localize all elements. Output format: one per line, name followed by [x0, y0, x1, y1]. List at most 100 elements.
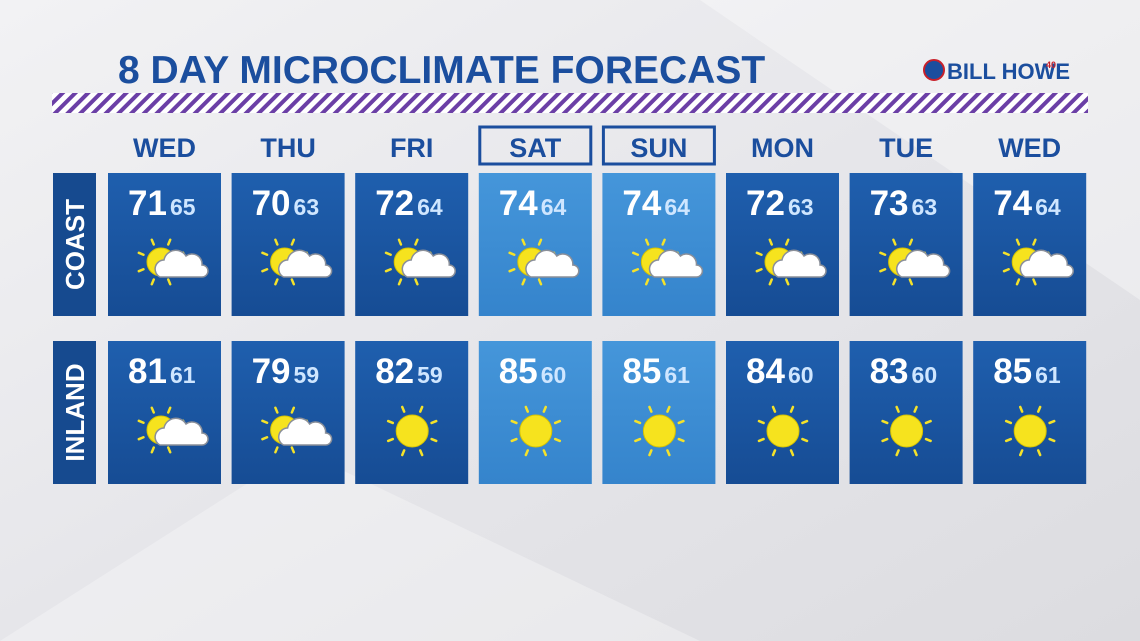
forecast-cell: [602, 173, 716, 316]
sun-ray: [785, 238, 790, 246]
low-temp: 60: [541, 362, 567, 388]
region-label-box: [53, 341, 96, 484]
sun-ray: [542, 405, 547, 413]
sun-ray: [768, 238, 773, 246]
sponsor-logo: [923, 59, 945, 81]
sun-ray: [1036, 405, 1042, 413]
sun-ray: [401, 449, 406, 457]
weather-icon: [508, 238, 580, 286]
sun-ray: [892, 278, 897, 286]
sun-ray: [290, 238, 296, 246]
sun-ray: [510, 437, 518, 443]
sun-ray: [290, 406, 296, 414]
low-temp: 64: [1035, 194, 1061, 220]
sun-ray: [1048, 419, 1056, 425]
forecast-cell: [108, 341, 221, 484]
sun-ray: [895, 449, 900, 457]
divider-stripe: [52, 93, 1088, 113]
sun-ray: [510, 419, 518, 425]
sun-ray: [524, 449, 530, 457]
sun-ray: [137, 419, 145, 424]
sun-ray: [908, 278, 914, 286]
cloud: [154, 417, 209, 446]
day-label: TUE: [879, 133, 933, 163]
high-temp: 72: [375, 184, 414, 223]
high-temp: 82: [375, 352, 414, 391]
sun-ray: [1036, 449, 1042, 457]
sun: [395, 414, 429, 448]
sun-ray: [384, 251, 392, 256]
sun-ray: [274, 238, 279, 246]
forecast-cell: [478, 173, 592, 316]
sun-ray: [414, 238, 419, 246]
low-temp: 63: [788, 194, 814, 220]
weather-icon: [755, 238, 827, 286]
sun-ray: [137, 268, 145, 273]
cloud: [1019, 249, 1074, 278]
sun-ray: [648, 449, 653, 457]
sun-ray: [508, 251, 516, 256]
sun-ray: [521, 238, 526, 246]
sun-ray: [418, 449, 424, 457]
day-highlight-box: [478, 125, 593, 166]
sun-ray: [137, 251, 145, 256]
sun-ray: [879, 251, 887, 256]
sun-ray: [661, 238, 666, 246]
high-temp: 84: [746, 352, 785, 391]
day-label: SAT: [509, 133, 562, 163]
sun-ray: [755, 251, 763, 256]
weather-icon: [634, 405, 685, 457]
sun-ray: [631, 268, 640, 273]
forecast-cell: [726, 341, 839, 484]
sun-ray: [1032, 278, 1037, 286]
weather-icon: [879, 238, 951, 286]
weather-icon: [261, 238, 333, 286]
sun-ray: [167, 238, 172, 246]
sun-ray: [167, 446, 172, 454]
sun-ray: [789, 449, 795, 457]
high-temp: 81: [128, 352, 167, 391]
sun-ray: [771, 405, 777, 413]
sun-ray: [414, 278, 419, 286]
sun-ray: [785, 278, 790, 286]
forecast-cell: [726, 173, 839, 316]
forecast-cell: [602, 341, 716, 484]
sun-ray: [167, 278, 172, 286]
sun-ray: [397, 238, 403, 246]
low-temp: 60: [788, 362, 814, 388]
cloud: [277, 249, 333, 278]
sun-ray: [430, 437, 438, 443]
sun-ray: [644, 238, 650, 246]
sun-ray: [755, 268, 763, 273]
sponsor-badge: 40: [1046, 60, 1056, 70]
sun: [1013, 414, 1047, 448]
cloud: [401, 249, 456, 278]
cloud: [277, 417, 333, 446]
sun-ray: [150, 446, 155, 454]
high-temp: 73: [870, 184, 909, 223]
high-temp: 72: [746, 184, 785, 223]
low-temp: 60: [912, 362, 938, 388]
sun-ray: [386, 419, 395, 425]
sun-ray: [261, 436, 269, 441]
forecast-cell: [973, 341, 1087, 484]
sun-ray: [924, 437, 932, 443]
forecast-cell: [231, 173, 345, 316]
sun-ray: [1032, 238, 1037, 246]
low-temp: 65: [170, 194, 196, 220]
sun-ray: [757, 419, 765, 425]
low-temp: 64: [417, 194, 443, 220]
sun-ray: [771, 449, 777, 457]
sun-ray: [666, 405, 671, 413]
sun-ray: [418, 405, 424, 413]
high-temp: 83: [870, 352, 909, 391]
high-temp: 85: [622, 352, 661, 391]
low-temp: 64: [664, 194, 690, 220]
weather-icon: [1004, 405, 1056, 457]
sun-ray: [1019, 449, 1024, 457]
high-temp: 74: [622, 184, 661, 223]
forecast-cell: [108, 173, 221, 316]
high-temp: 85: [499, 352, 538, 391]
forecast-cell: [478, 341, 592, 484]
sun-ray: [677, 419, 685, 425]
